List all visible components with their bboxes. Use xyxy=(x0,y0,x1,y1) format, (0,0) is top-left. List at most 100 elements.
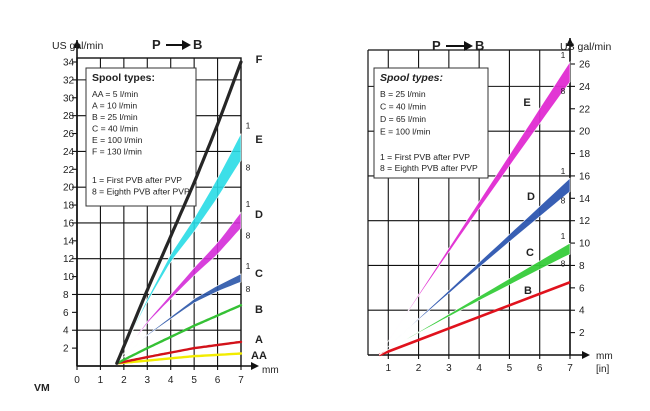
y-tick-label: 2 xyxy=(579,328,585,339)
legend-note: 8 = Eighth PVB after PVP xyxy=(92,187,190,197)
legend-entry: D = 65 l/min xyxy=(380,114,426,124)
series-band-D xyxy=(116,211,242,364)
y-tick-label: 26 xyxy=(579,60,591,71)
y-tick-label: 2 xyxy=(63,344,69,355)
x-tick-label: 6 xyxy=(537,363,543,374)
x-tick-label: 2 xyxy=(121,375,127,386)
legend-entry: A = 10 l/min xyxy=(92,101,137,111)
x-axis-arrow xyxy=(251,362,259,370)
band-label-eighth: 8 xyxy=(246,162,251,172)
series-band-D xyxy=(378,177,571,356)
series-label-A: A xyxy=(255,334,263,346)
x-tick-label: 3 xyxy=(446,363,452,374)
y-tick-label: 12 xyxy=(63,254,75,265)
band-label-first: 1 xyxy=(246,261,251,271)
y-tick-label: 14 xyxy=(63,236,75,247)
x-axis-arrow xyxy=(582,351,590,359)
x-tick-label: 0 xyxy=(74,375,80,386)
header-from: P xyxy=(432,38,441,53)
series-label-F: F xyxy=(256,54,263,66)
x-axis-label-inch: [in] xyxy=(596,364,610,375)
legend-entry: C = 40 l/min xyxy=(380,102,426,112)
band-label-first: 1 xyxy=(561,231,566,241)
y-tick-label: 24 xyxy=(579,82,591,93)
legend-title: Spool types: xyxy=(380,72,443,84)
y-tick-label: 12 xyxy=(579,216,591,227)
series-band-E xyxy=(116,133,242,364)
y-tick-label: 16 xyxy=(579,171,591,182)
y-tick-label: 24 xyxy=(63,147,75,158)
y-tick-label: 8 xyxy=(579,261,585,272)
y-tick-label: 34 xyxy=(63,58,75,69)
band-label-eighth: 8 xyxy=(561,86,566,96)
y-tick-label: 26 xyxy=(63,129,75,140)
y-tick-label: 22 xyxy=(579,104,591,115)
series-label-C: C xyxy=(255,268,263,280)
legend-title: Spool types: xyxy=(92,72,155,84)
band-label-first: 1 xyxy=(561,50,566,60)
legend-entry: B = 25 l/min xyxy=(92,112,138,122)
y-axis-label: US gal/min xyxy=(560,41,612,53)
x-tick-label: 4 xyxy=(168,375,174,386)
series-band-C xyxy=(116,273,242,364)
x-tick-label: 7 xyxy=(567,363,573,374)
x-tick-label: 1 xyxy=(98,375,104,386)
y-axis-label: US gal/min xyxy=(52,40,104,52)
y-tick-label: 20 xyxy=(579,127,591,138)
x-tick-label: 2 xyxy=(416,363,422,374)
x-axis-label: mm xyxy=(596,351,613,362)
legend-note: 1 = First PVB after PVP xyxy=(92,175,182,185)
y-tick-label: 6 xyxy=(579,283,585,294)
left-corner-label: VM xyxy=(34,382,50,394)
header-to: B xyxy=(475,38,484,53)
y-tick-label: 22 xyxy=(63,165,75,176)
y-axis-arrow xyxy=(566,38,574,46)
series-line-A xyxy=(115,340,243,365)
y-tick-label: 6 xyxy=(63,308,69,319)
legend-box xyxy=(85,67,197,207)
y-tick-label: 14 xyxy=(579,194,591,205)
x-tick-label: 6 xyxy=(215,375,221,386)
band-label-eighth: 8 xyxy=(246,284,251,294)
legend-entry: E = 100 l/min xyxy=(380,127,431,137)
y-tick-label: 8 xyxy=(63,290,69,301)
y-tick-label: 30 xyxy=(63,93,75,104)
series-label-D: D xyxy=(255,209,263,221)
band-label-eighth: 8 xyxy=(561,258,566,268)
legend-entry: AA = 5 l/min xyxy=(92,89,138,99)
x-tick-label: 3 xyxy=(145,375,151,386)
y-axis-arrow xyxy=(73,40,81,48)
y-tick-label: 16 xyxy=(63,218,75,229)
y-tick-label: 18 xyxy=(63,201,75,212)
header-arrow-head xyxy=(464,41,473,51)
y-tick-label: 4 xyxy=(579,306,585,317)
band-label-first: 1 xyxy=(246,121,251,131)
x-tick-label: 5 xyxy=(507,363,513,374)
series-label-AA: AA xyxy=(251,350,267,362)
series-label-B: B xyxy=(524,285,532,297)
y-tick-label: 18 xyxy=(579,149,591,160)
legend-entry: C = 40 l/min xyxy=(92,124,138,134)
series-line-AA xyxy=(115,352,243,365)
x-tick-label: 7 xyxy=(238,375,244,386)
y-tick-label: 4 xyxy=(63,326,69,337)
legend-note: 1 = First PVB after PVP xyxy=(380,152,470,162)
y-tick-label: 20 xyxy=(63,183,75,194)
legend-note: 8 = Eighth PVB after PVP xyxy=(380,163,478,173)
y-tick-label: 10 xyxy=(63,272,75,283)
series-label-C: C xyxy=(526,247,534,259)
legend-entry: F = 130 l/min xyxy=(92,147,142,157)
band-label-eighth: 8 xyxy=(246,230,251,240)
series-label-E: E xyxy=(255,134,262,146)
y-tick-label: 32 xyxy=(63,75,75,86)
header-arrow-head xyxy=(182,40,191,50)
series-band-C xyxy=(379,242,571,356)
x-tick-label: 4 xyxy=(476,363,482,374)
header-from: P xyxy=(152,37,161,52)
series-line-F xyxy=(115,60,243,365)
legend-entry: B = 25 l/min xyxy=(380,89,426,99)
series-line-B xyxy=(115,304,243,365)
